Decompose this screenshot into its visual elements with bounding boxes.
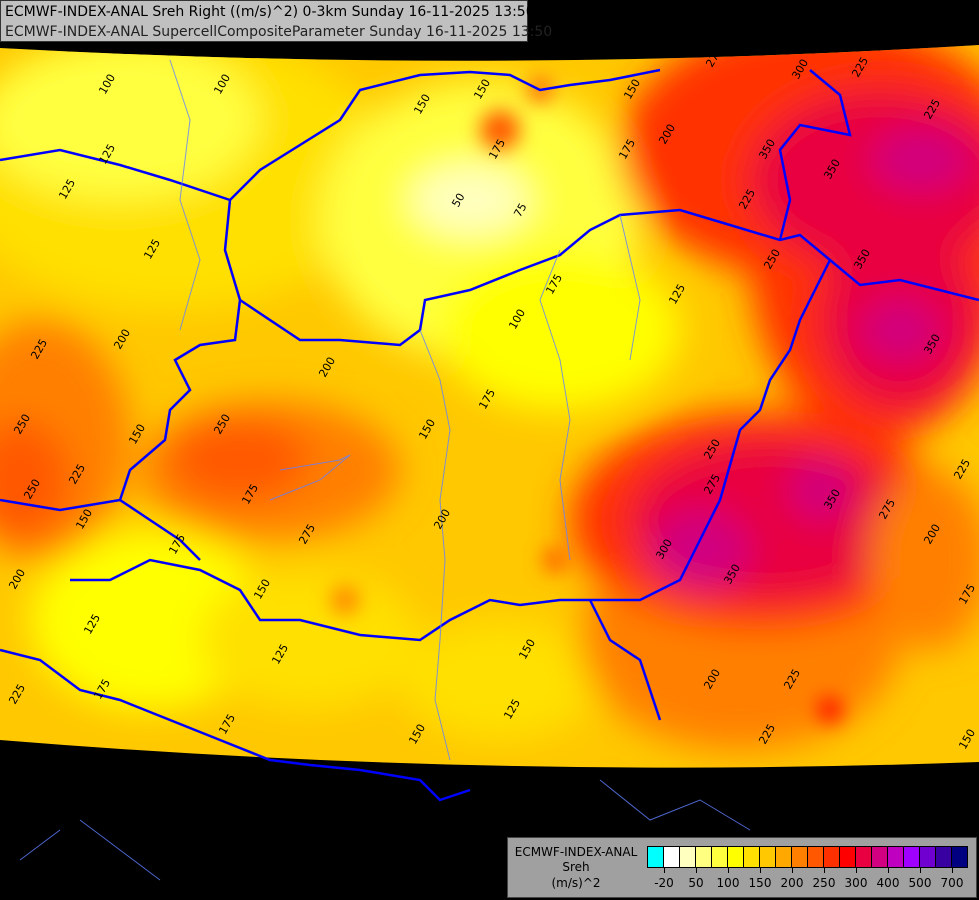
legend-tick-label: 100	[716, 876, 740, 890]
legend-swatch	[696, 847, 712, 867]
legend-tick	[664, 868, 665, 873]
contour-label: 75	[511, 201, 529, 220]
legend-swatch	[840, 847, 856, 867]
legend-swatch	[808, 847, 824, 867]
legend-swatch	[888, 847, 904, 867]
legend-tick-label: 700	[940, 876, 964, 890]
legend-swatch	[920, 847, 936, 867]
legend-parameter: Sreh	[562, 860, 590, 874]
legend-swatch	[776, 847, 792, 867]
legend-tick-label: 50	[688, 876, 704, 890]
legend-swatch	[728, 847, 744, 867]
legend-tick	[920, 868, 921, 873]
legend-tick-label: 150	[748, 876, 772, 890]
legend-swatch	[648, 847, 664, 867]
legend-tick-label: 400	[876, 876, 900, 890]
legend-tick	[824, 868, 825, 873]
legend-swatch	[936, 847, 952, 867]
legend-swatch	[664, 847, 680, 867]
legend-tick-label: 250	[812, 876, 836, 890]
title-line-2: ECMWF-INDEX-ANAL SupercellCompositeParam…	[5, 24, 553, 40]
legend-swatch	[792, 847, 808, 867]
legend-swatch	[760, 847, 776, 867]
legend-swatch	[824, 847, 840, 867]
legend-unit: (m/s)^2	[551, 876, 601, 890]
legend-tick	[696, 868, 697, 873]
title-line-1: ECMWF-INDEX-ANAL Sreh Right ((m/s)^2) 0-…	[5, 4, 535, 20]
legend-tick	[728, 868, 729, 873]
legend-swatch	[680, 847, 696, 867]
legend-model: ECMWF-INDEX-ANAL	[514, 845, 638, 859]
title-box: ECMWF-INDEX-ANAL Sreh Right ((m/s)^2) 0-…	[0, 0, 552, 42]
legend-tick	[856, 868, 857, 873]
legend-tick	[760, 868, 761, 873]
legend-swatch	[712, 847, 728, 867]
legend-swatch	[952, 847, 967, 867]
contour-label: 50	[449, 191, 467, 210]
legend-tick	[952, 868, 953, 873]
legend-swatch	[856, 847, 872, 867]
legend-tick-label: 500	[908, 876, 932, 890]
color-scale	[647, 846, 968, 868]
legend-tick	[792, 868, 793, 873]
legend-tick-label: -20	[654, 876, 674, 890]
legend-swatch	[744, 847, 760, 867]
color-legend: ECMWF-INDEX-ANAL Sreh (m/s)^2 -20 50 100 15…	[507, 837, 977, 898]
legend-tick-label: 300	[844, 876, 868, 890]
legend-tick-label: 200	[780, 876, 804, 890]
rivers	[19, 59, 751, 881]
country-borders	[0, 68, 979, 802]
legend-swatch	[904, 847, 920, 867]
legend-tick	[888, 868, 889, 873]
legend-swatch	[872, 847, 888, 867]
